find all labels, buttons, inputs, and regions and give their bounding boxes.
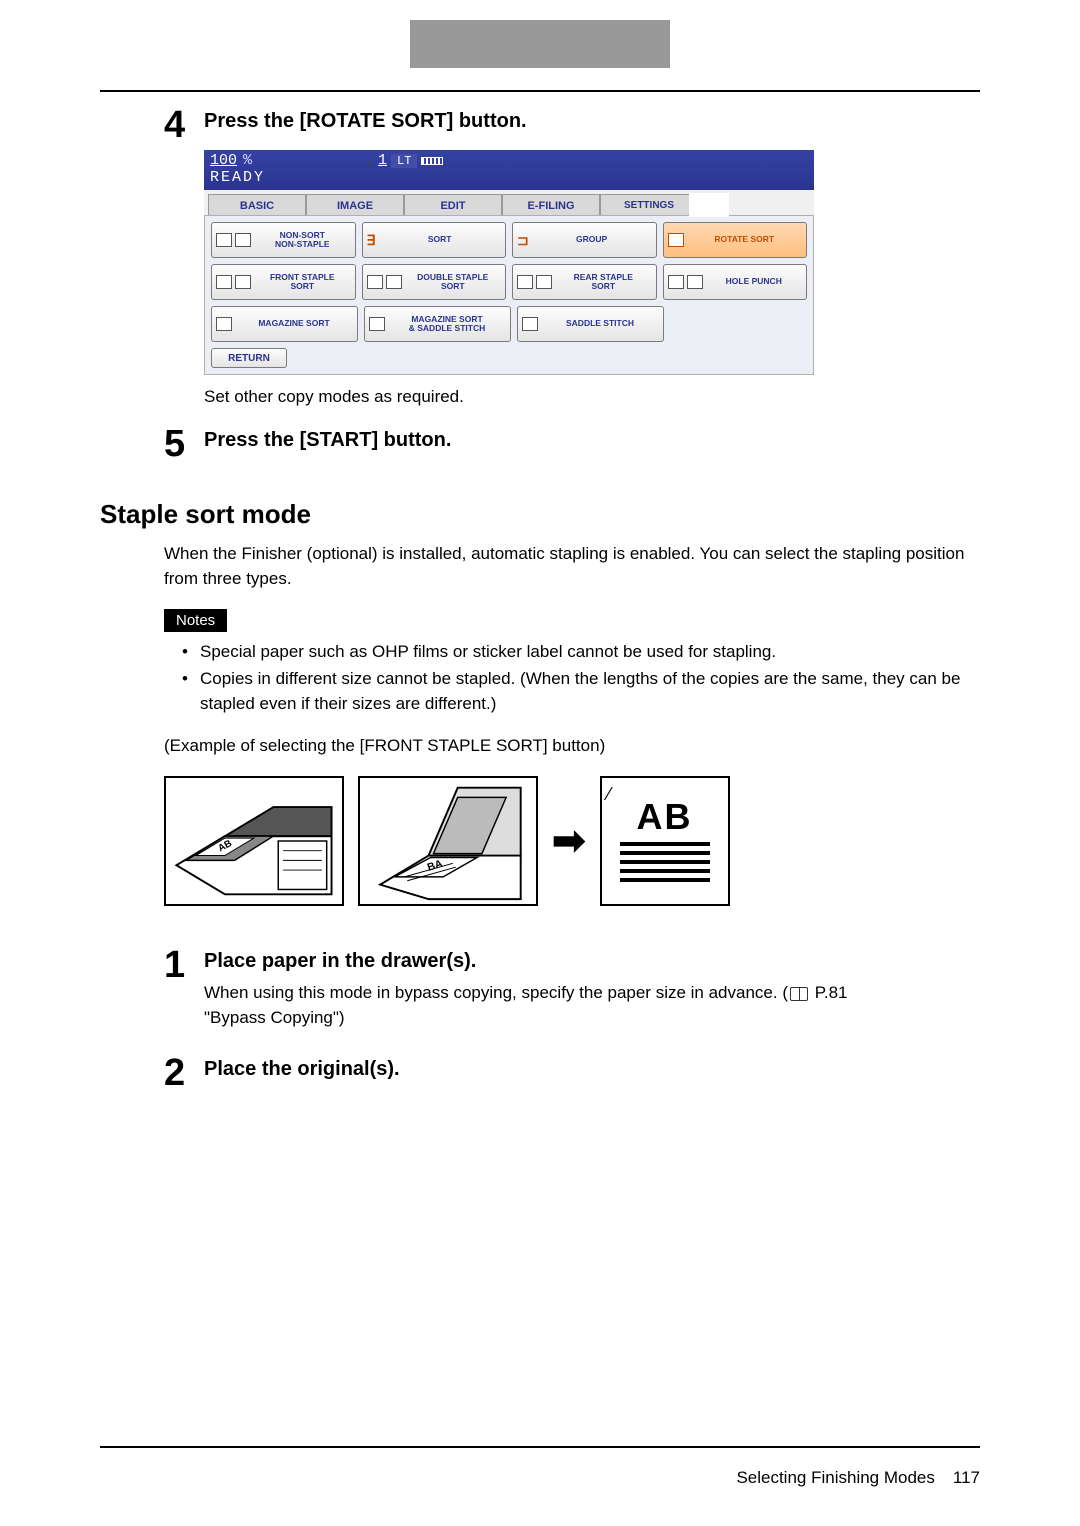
group-icon: ⊐	[517, 232, 529, 249]
page-icon	[687, 275, 703, 289]
top-rule	[100, 90, 980, 92]
note-item: Special paper such as OHP films or stick…	[182, 640, 980, 665]
btn-label: FRONT STAPLE SORT	[254, 273, 351, 292]
staple-mark-icon: ⁄	[608, 784, 611, 805]
page-icon	[216, 233, 232, 247]
set-other-modes-note: Set other copy modes as required.	[204, 387, 980, 407]
mag-icon	[216, 317, 232, 331]
page-footer: Selecting Finishing Modes 117	[736, 1468, 980, 1488]
step-number: 4	[164, 106, 204, 144]
diagram-copier-1: AB	[164, 776, 344, 906]
step-4: 4 Press the [ROTATE SORT] button.	[164, 106, 980, 144]
arrow-icon: ➡	[552, 818, 586, 864]
step-2: 2 Place the original(s).	[164, 1054, 980, 1092]
btn-label: HOLE PUNCH	[706, 277, 803, 286]
btn-label: SADDLE STITCH	[541, 319, 659, 328]
diagram-row: AB BA ➡ ⁄ AB	[164, 776, 980, 906]
paper-bar-icon	[421, 157, 443, 165]
panel-header: 100 % 1 LT READY	[204, 150, 814, 190]
page-ref: P.81	[815, 983, 848, 1002]
tab-basic[interactable]: BASIC	[208, 194, 306, 215]
btn-return[interactable]: RETURN	[211, 348, 287, 368]
diagram-copier-2: BA	[358, 776, 538, 906]
tab-efiling[interactable]: E-FILING	[502, 194, 600, 215]
footer-page: 117	[953, 1468, 980, 1488]
example-caption: (Example of selecting the [FRONT STAPLE …	[164, 736, 980, 756]
btn-label: SORT	[378, 235, 501, 244]
btn-double-staple[interactable]: DOUBLE STAPLE SORT	[362, 264, 507, 300]
page-icon	[668, 275, 684, 289]
tab-edit[interactable]: EDIT	[404, 194, 502, 215]
pct-sym: %	[243, 152, 252, 169]
page-icon	[517, 275, 533, 289]
note-item: Copies in different size cannot be stapl…	[182, 667, 980, 716]
notes-label: Notes	[164, 609, 227, 632]
btn-nonsort[interactable]: NON-SORT NON-STAPLE	[211, 222, 356, 258]
step-text: When using this mode in bypass copying, …	[204, 981, 980, 1030]
bottom-rule	[100, 1446, 980, 1448]
step-title: Place the original(s).	[204, 1058, 980, 1081]
btn-mag-sort[interactable]: MAGAZINE SORT	[211, 306, 358, 342]
step-title: Press the [ROTATE SORT] button.	[204, 110, 980, 133]
page-icon	[235, 233, 251, 247]
page-icon	[536, 275, 552, 289]
mag-icon	[369, 317, 385, 331]
rotate-icon	[668, 233, 684, 247]
diagram-output: ⁄ AB	[600, 776, 730, 906]
step-title: Place paper in the drawer(s).	[204, 950, 980, 973]
saddle-icon	[522, 317, 538, 331]
btn-label: MAGAZINE SORT	[235, 319, 353, 328]
paper-size: LT	[391, 154, 417, 168]
step-text-b: "Bypass Copying")	[204, 1008, 345, 1027]
page-icon	[367, 275, 383, 289]
page-icon	[216, 275, 232, 289]
spacer	[670, 306, 807, 342]
btn-sort[interactable]: ∃SORT	[362, 222, 507, 258]
step-number: 1	[164, 946, 204, 984]
notes-list: Special paper such as OHP films or stick…	[182, 640, 980, 716]
step-1: 1 Place paper in the drawer(s). When usi…	[164, 946, 980, 1030]
copy-count: 1	[378, 152, 387, 169]
step-number: 5	[164, 425, 204, 463]
btn-label: REAR STAPLE SORT	[555, 273, 652, 292]
btn-mag-saddle[interactable]: MAGAZINE SORT & SADDLE STITCH	[364, 306, 511, 342]
tab-settings[interactable]: SETTINGS	[600, 194, 698, 215]
page-icon	[386, 275, 402, 289]
text-lines-icon	[620, 842, 710, 887]
step-title: Press the [START] button.	[204, 429, 980, 452]
btn-label: GROUP	[532, 235, 652, 244]
btn-rear-staple[interactable]: REAR STAPLE SORT	[512, 264, 657, 300]
ab-text: AB	[637, 796, 693, 838]
btn-label: NON-SORT NON-STAPLE	[254, 231, 351, 250]
step-number: 2	[164, 1054, 204, 1092]
btn-hole-punch[interactable]: HOLE PUNCH	[663, 264, 808, 300]
section-heading: Staple sort mode	[100, 499, 980, 530]
btn-label: DOUBLE STAPLE SORT	[405, 273, 502, 292]
panel-button-area: NON-SORT NON-STAPLE ∃SORT ⊐GROUP ROTATE …	[204, 215, 814, 375]
step-text-a: When using this mode in bypass copying, …	[204, 983, 788, 1002]
btn-label: ROTATE SORT	[687, 235, 803, 244]
pct-value: 100	[210, 152, 237, 169]
btn-front-staple[interactable]: FRONT STAPLE SORT	[211, 264, 356, 300]
section-paragraph: When the Finisher (optional) is installe…	[164, 542, 980, 591]
tab-image[interactable]: IMAGE	[306, 194, 404, 215]
book-icon	[790, 987, 808, 1001]
btn-rotate-sort[interactable]: ROTATE SORT	[663, 222, 808, 258]
ready-text: READY	[204, 169, 814, 186]
sort-icon: ∃	[367, 232, 376, 249]
machine-panel: 100 % 1 LT READY BASIC IMAGE EDIT E-FILI…	[204, 150, 814, 375]
btn-group[interactable]: ⊐GROUP	[512, 222, 657, 258]
btn-saddle[interactable]: SADDLE STITCH	[517, 306, 664, 342]
page-icon	[235, 275, 251, 289]
btn-label: MAGAZINE SORT & SADDLE STITCH	[388, 315, 506, 334]
panel-tabs: BASIC IMAGE EDIT E-FILING SETTINGS	[204, 190, 814, 215]
header-gray-block	[410, 20, 670, 68]
step-5: 5 Press the [START] button.	[164, 425, 980, 463]
footer-label: Selecting Finishing Modes	[736, 1468, 934, 1488]
